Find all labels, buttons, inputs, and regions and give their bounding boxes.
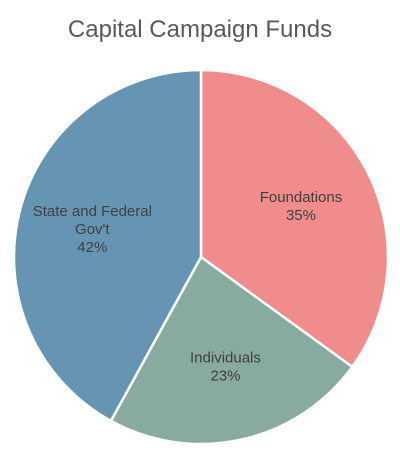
pie-slice-foundations — [199, 68, 390, 369]
pie-label-foundations: Foundations 35% — [260, 189, 343, 224]
pie-label-state-and-federal-gov-t: State and Federal Gov't 42% — [33, 203, 152, 256]
pie-slice-state-and-federal-gov-t — [12, 68, 203, 423]
pie-slice-individuals — [109, 255, 354, 446]
pie-slices — [12, 68, 390, 446]
chart-title: Capital Campaign Funds — [67, 16, 333, 43]
pie-labels: Foundations 35% Individuals 23% State and Fe… — [33, 189, 343, 384]
pie-label-individuals: Individuals 23% — [190, 349, 261, 384]
